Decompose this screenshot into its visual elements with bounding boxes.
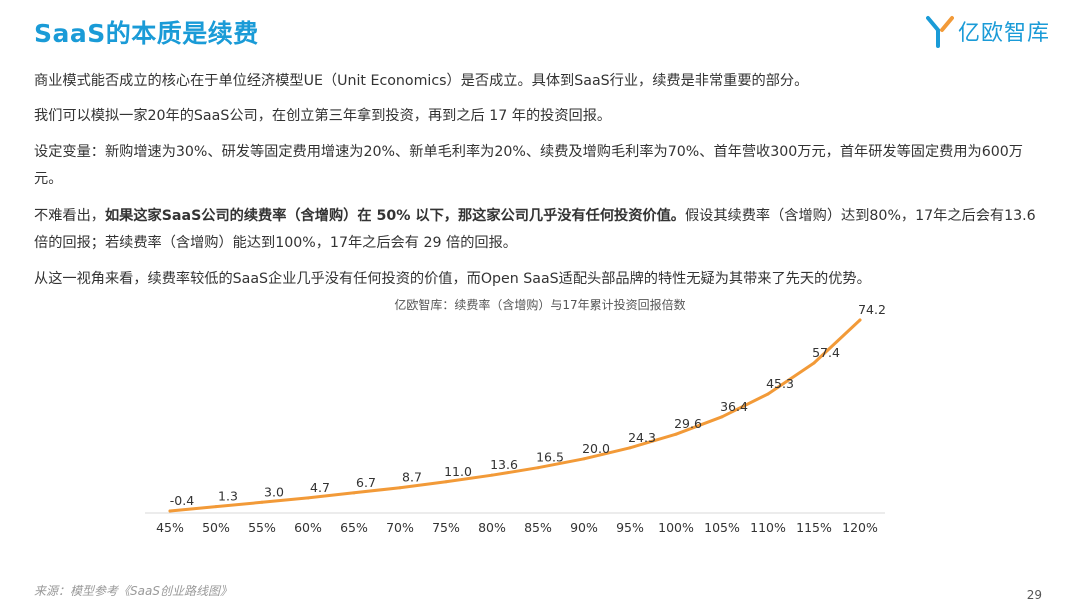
data-point xyxy=(398,486,402,490)
chart-title: 亿欧智库：续费率（含增购）与17年累计投资回报倍数 xyxy=(394,298,686,312)
paragraph-2: 我们可以模拟一家20年的SaaS公司，在创立第三年拿到投资，再到之后 17 年的… xyxy=(34,108,612,124)
x-tick-label: 105% xyxy=(704,520,740,535)
page-number: 29 xyxy=(1026,588,1042,602)
source-note: 来源：模型参考《SaaS创业路线图》 xyxy=(34,584,232,598)
data-label: 24.3 xyxy=(628,430,656,445)
data-label: 13.6 xyxy=(490,457,518,472)
x-tick-label: 45% xyxy=(156,520,184,535)
paragraph-4-pre: 不难看出， xyxy=(34,208,105,224)
data-point xyxy=(720,415,724,419)
data-point xyxy=(812,361,816,365)
data-point xyxy=(214,505,218,509)
data-label: 57.4 xyxy=(812,345,840,360)
logo-text: 亿欧智库 xyxy=(957,21,1050,46)
data-point xyxy=(260,500,264,504)
data-point xyxy=(858,318,862,322)
x-tick-label: 120% xyxy=(842,520,878,535)
x-tick-label: 95% xyxy=(616,520,644,535)
data-label: 4.7 xyxy=(310,480,330,495)
x-tick-label: 85% xyxy=(524,520,552,535)
data-point xyxy=(444,480,448,484)
line-chart: -0.4 45% 1.3 50% 3.0 55% 4.7 60% 6.7 65% 8.7 70% 11.… xyxy=(145,302,886,535)
data-label: 20.0 xyxy=(582,441,610,456)
data-label: 16.5 xyxy=(536,450,564,465)
paragraph-4: 不难看出，如果这家SaaS公司的续费率（含增购）在 50% 以下，那这家公司几乎… xyxy=(34,203,1044,257)
page-title: SaaS的本质是续费 xyxy=(34,19,259,48)
data-point xyxy=(582,457,586,461)
data-point xyxy=(168,509,172,513)
paragraph-4-bold: 如果这家SaaS公司的续费率（含增购）在 50% 以下，那这家公司几乎没有任何投… xyxy=(104,208,685,224)
data-label: -0.4 xyxy=(170,493,194,508)
series-line xyxy=(168,318,862,513)
data-point xyxy=(352,491,356,495)
paragraph-5: 从这一视角来看，续费率较低的SaaS企业几乎没有任何投资的价值，而Open Sa… xyxy=(34,271,871,287)
data-point xyxy=(490,473,494,477)
data-label: 11.0 xyxy=(444,464,472,479)
x-tick-label: 90% xyxy=(570,520,598,535)
brand-logo: 亿欧智库 xyxy=(925,14,1050,48)
paragraph-1: 商业模式能否成立的核心在于单位经济模型UE（Unit Economics）是否成… xyxy=(34,73,809,89)
data-point xyxy=(536,466,540,470)
paragraph-4-post: 假设其续费率（含增购）达到80%，17年之后会有13.6倍的回报；若续费率（含增… xyxy=(34,208,1036,251)
data-label: 1.3 xyxy=(218,489,238,504)
x-tick-label: 60% xyxy=(294,520,322,535)
data-label: 29.6 xyxy=(674,416,702,431)
data-label: 45.3 xyxy=(766,376,794,391)
x-tick-label: 110% xyxy=(750,520,786,535)
x-tick-label: 70% xyxy=(386,520,414,535)
data-point xyxy=(674,432,678,436)
x-tick-label: 115% xyxy=(796,520,832,535)
data-point xyxy=(628,446,632,450)
x-tick-label: 80% xyxy=(478,520,506,535)
data-point xyxy=(306,496,310,500)
x-tick-label: 100% xyxy=(658,520,694,535)
data-label: 8.7 xyxy=(402,470,422,485)
x-tick-label: 50% xyxy=(202,520,230,535)
data-label: 6.7 xyxy=(356,475,376,490)
data-label: 3.0 xyxy=(264,484,284,499)
paragraph-3: 设定变量：新购增速为30%、研发等固定费用增速为20%、新单毛利率为20%、续费… xyxy=(34,144,1023,187)
data-label: 36.4 xyxy=(720,399,748,414)
data-label: 74.2 xyxy=(858,302,886,317)
yiou-logo-icon xyxy=(925,16,954,48)
data-point xyxy=(766,392,770,396)
x-tick-label: 75% xyxy=(432,520,460,535)
x-tick-label: 55% xyxy=(248,520,276,535)
x-tick-label: 65% xyxy=(340,520,368,535)
